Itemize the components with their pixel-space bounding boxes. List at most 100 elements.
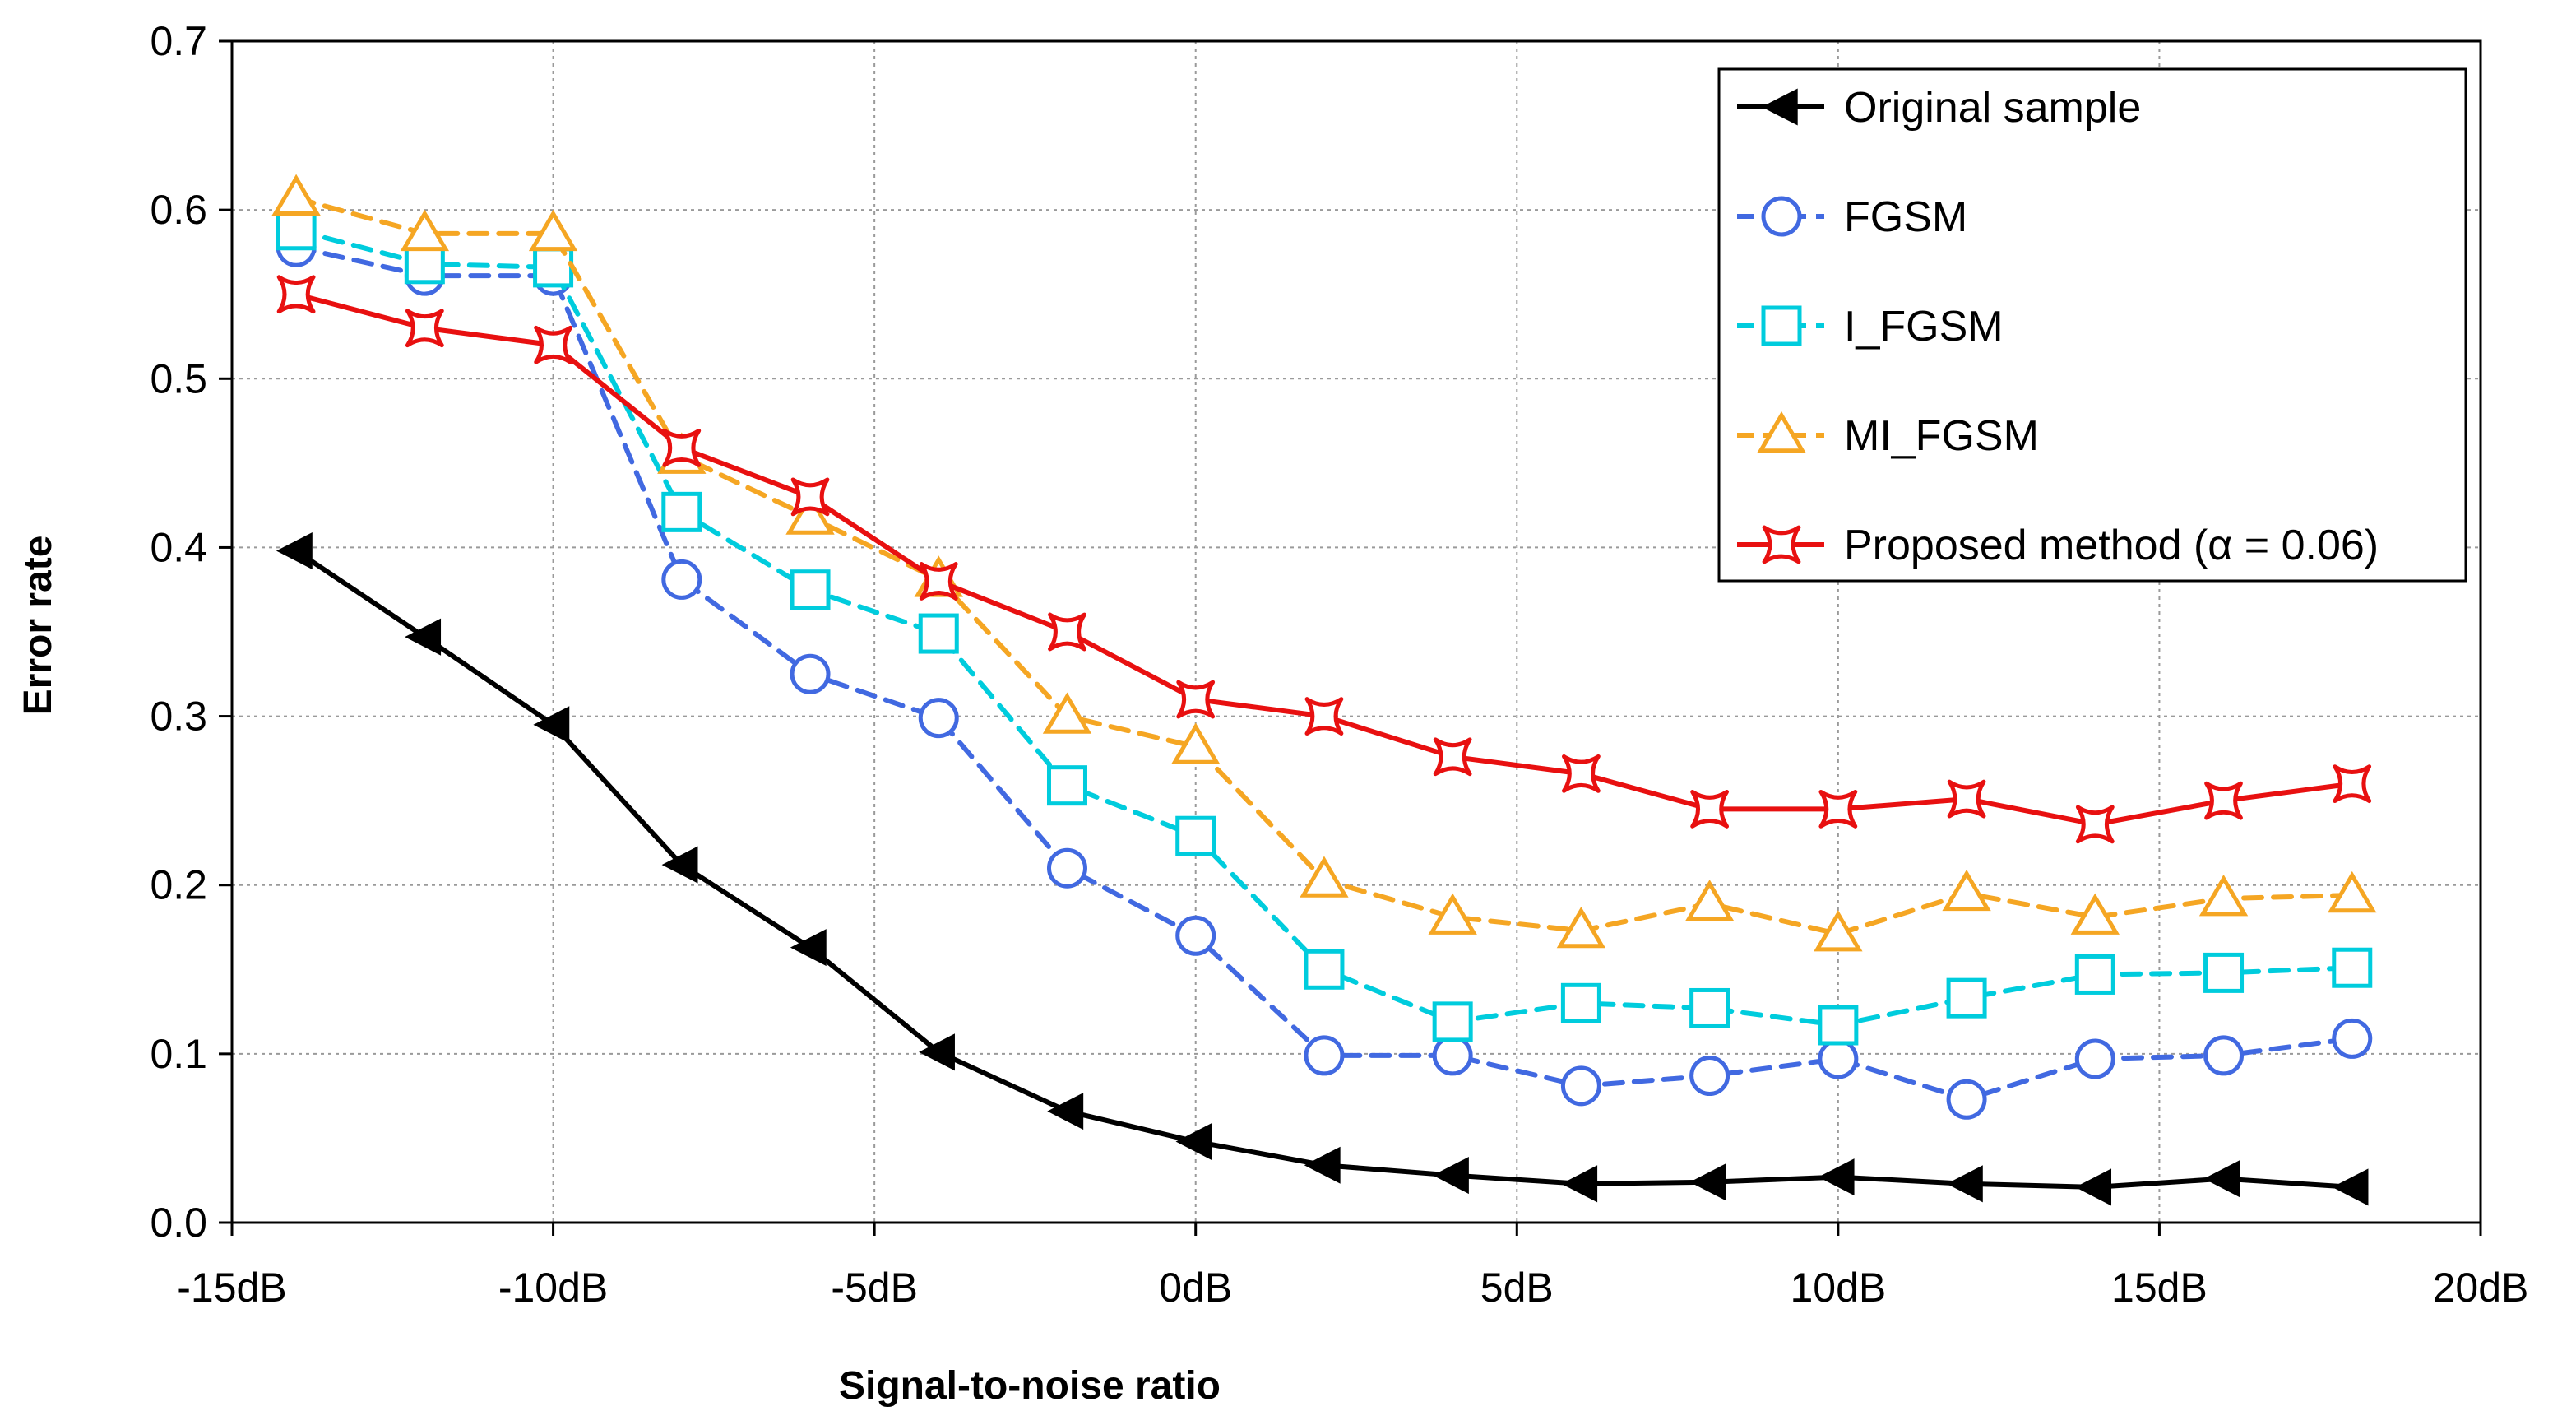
data-point (1562, 754, 1601, 793)
data-point (1046, 847, 1087, 889)
legend-entry: Proposed method (α = 0.06) (1737, 522, 2379, 569)
data-point (1300, 856, 1349, 898)
data-point (1561, 1165, 1598, 1203)
data-point (1175, 1122, 1212, 1161)
data-point (1556, 906, 1606, 949)
data-point (276, 275, 316, 314)
data-point (2203, 1035, 2245, 1076)
marker-outline (1433, 737, 1472, 777)
data-point (1047, 1093, 1084, 1130)
y-tick-label: 0.4 (150, 524, 207, 570)
data-point (918, 613, 959, 654)
data-point (1304, 949, 1345, 990)
data-point (790, 477, 830, 517)
data-point (276, 531, 313, 570)
legend-entry: FGSM (1737, 193, 1967, 241)
marker-outline (276, 275, 316, 314)
data-point (271, 174, 321, 216)
legend-swatch-marker (1761, 305, 1802, 346)
axes-layer: -15dB -10dB -5dB 0dB 5dB 10dB 15dB 20dB 0.0 0.1 0.… (150, 18, 2528, 1311)
marker-outline (405, 309, 444, 348)
data-point (661, 846, 698, 884)
data-point (1042, 692, 1092, 734)
data-point (2075, 805, 2115, 844)
data-point (1689, 987, 1730, 1028)
data-point (1175, 815, 1216, 856)
data-point (2203, 1160, 2240, 1198)
data-point (1304, 697, 1344, 736)
data-point (1689, 1163, 1726, 1201)
data-point (790, 929, 827, 967)
marker-outline (790, 477, 830, 517)
data-point (2328, 870, 2377, 913)
legend-swatch-marker (1762, 525, 1801, 564)
legend-label: MI_FGSM (1844, 412, 2039, 460)
legend: Original sample FGSM I_FGSM MI_FGSM Proposed… (1717, 67, 2467, 583)
data-point (1690, 790, 1730, 829)
legend-label: FGSM (1844, 193, 1967, 241)
data-point (919, 562, 958, 601)
data-point (400, 209, 450, 252)
y-tick-label: 0.2 (150, 862, 207, 908)
data-point (2198, 875, 2249, 917)
legend-swatch-marker (1757, 411, 1806, 453)
marker-outline (1562, 754, 1601, 793)
data-point (1818, 1158, 1855, 1196)
marker-outline (662, 428, 702, 467)
y-tick-label: 0.5 (150, 355, 207, 402)
y-axis-title: Error rate (16, 536, 60, 716)
data-point (405, 618, 442, 656)
data-point (1432, 1035, 1473, 1076)
data-point (785, 493, 835, 535)
y-tick-label: 0.0 (150, 1200, 207, 1246)
x-tick-label: 5dB (1480, 1265, 1554, 1311)
x-tick-label: -15dB (177, 1265, 286, 1311)
marker-outline (534, 325, 572, 364)
data-point (1684, 880, 1735, 921)
data-point (1942, 869, 1991, 912)
data-point (1046, 765, 1087, 806)
data-point (661, 491, 702, 532)
data-point (1818, 790, 1858, 829)
legend-entry: I_FGSM (1737, 303, 2004, 350)
x-tick-label: 10dB (1790, 1265, 1886, 1311)
y-tick-label: 0.6 (150, 187, 207, 233)
data-point (919, 1033, 955, 1071)
data-point (2333, 764, 2372, 804)
legend-swatch-marker (1761, 88, 1798, 126)
data-point (1432, 1001, 1473, 1042)
data-point (1428, 893, 1477, 935)
data-point (1304, 1035, 1345, 1076)
marker-outline (1304, 697, 1344, 736)
series-layer (271, 174, 2377, 1206)
data-point (1433, 737, 1472, 777)
data-point (528, 209, 578, 252)
legend-label: Proposed method (α = 0.06) (1844, 522, 2379, 569)
data-point (2074, 954, 2115, 995)
marker-outline (1947, 779, 1986, 819)
data-point (1947, 779, 1986, 819)
data-point (1946, 1079, 1987, 1120)
data-point (1560, 982, 1601, 1023)
series-original-sample (276, 531, 2369, 1206)
marker-outline (919, 562, 958, 601)
x-tick-label: 15dB (2111, 1265, 2208, 1311)
x-tick-label: -5dB (831, 1265, 918, 1311)
data-point (1946, 1165, 1983, 1203)
data-point (404, 244, 445, 285)
data-point (1171, 722, 1221, 764)
y-tick-label: 0.7 (150, 18, 207, 64)
legend-entry: MI_FGSM (1737, 411, 2039, 460)
x-axis-title: Signal-to-noise ratio (839, 1364, 1221, 1408)
data-point (534, 325, 572, 364)
plot-frame (230, 39, 2482, 1224)
data-point (2332, 1018, 2373, 1059)
legend-label: Original sample (1844, 84, 2141, 132)
data-point (2332, 1168, 2369, 1206)
data-point (1946, 977, 1987, 1019)
data-point (1048, 612, 1086, 652)
marker-outline (1690, 790, 1730, 829)
legend-entry: Original sample (1737, 84, 2141, 132)
